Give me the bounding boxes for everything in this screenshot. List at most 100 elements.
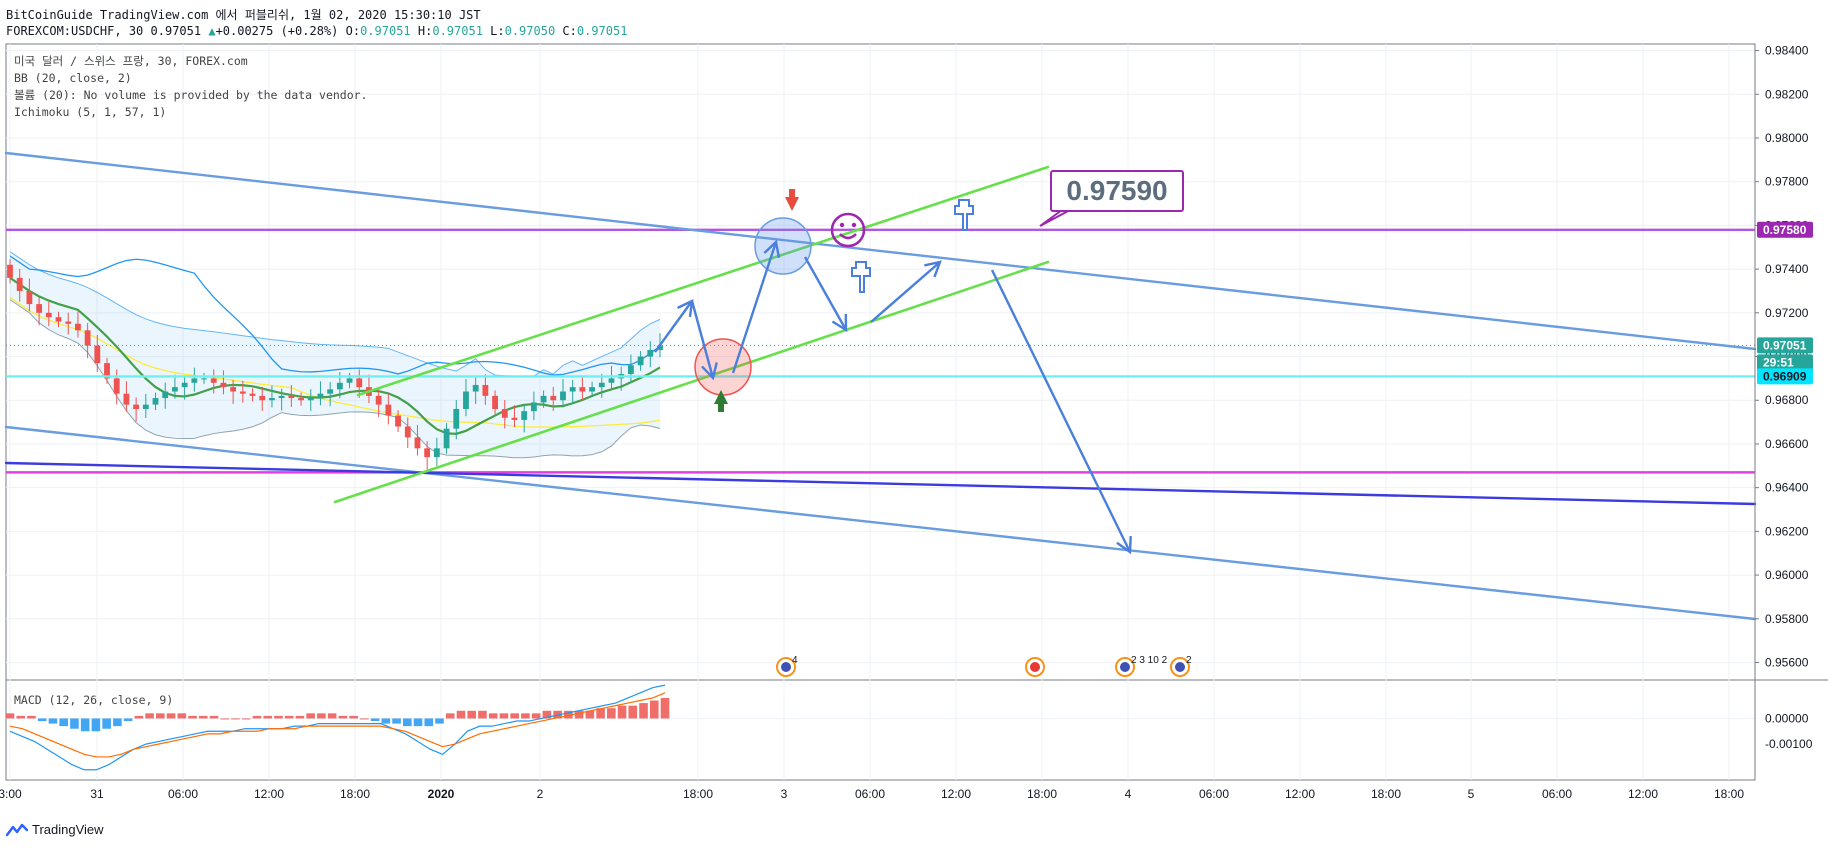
- axes: 3:00 31 06:00 12:00 18:00 2020 2 18:00 3 06:00 12:…: [0, 44, 1813, 801]
- candle-body: [511, 417, 518, 420]
- candle-body: [336, 382, 343, 390]
- macd-histogram-bar: [80, 718, 90, 732]
- symbol-line: FOREXCOM:USDCHF, 30 0.97051 ▲+0.00275 (+…: [6, 24, 627, 38]
- macd-histogram-bar: [284, 715, 294, 719]
- down-marker-stem: [789, 189, 795, 197]
- candle-body: [220, 382, 227, 388]
- ichimoku-lead-line: [9, 296, 661, 428]
- candle-body: [172, 387, 178, 392]
- macd-histogram-bar: [198, 715, 208, 719]
- candle-body: [385, 404, 392, 416]
- candle-body: [424, 448, 431, 458]
- footer-brand: TradingView: [32, 822, 104, 837]
- up-marker-stem: [718, 404, 724, 412]
- macd-histogram-bar: [188, 715, 197, 719]
- candle-body: [269, 398, 275, 401]
- x-tick-label: 18:00: [1371, 787, 1401, 801]
- macd-histogram-bar: [649, 700, 659, 719]
- x-tick-label: 4: [1125, 787, 1132, 801]
- y-tick-label: 0.96000: [1765, 568, 1809, 582]
- y-tick-label: 0.96400: [1765, 481, 1809, 495]
- hand-shape: [954, 199, 974, 231]
- macd-histogram-bar: [16, 715, 26, 719]
- y-tick-label: 0.98400: [1765, 44, 1809, 58]
- y-tick-label: 0.95600: [1765, 656, 1809, 670]
- candle-body: [414, 437, 421, 449]
- macd-histogram-bar: [220, 718, 230, 720]
- x-tick-label: 2020: [428, 787, 455, 801]
- legend-macd: MACD (12, 26, close, 9): [14, 693, 174, 707]
- path-arrow-4: [803, 256, 848, 331]
- candle-body: [463, 391, 469, 409]
- candle-body: [356, 378, 363, 388]
- candle-body: [239, 391, 246, 394]
- y-tick-label: 0.96200: [1765, 524, 1809, 538]
- legend: 미국 달러 / 스위스 프랑, 30, FOREX.com BB (20, cl…: [14, 53, 368, 121]
- macd-line: [9, 684, 666, 771]
- macd-histogram-bar: [145, 713, 154, 719]
- macd-histogram-bar: [424, 718, 434, 727]
- candle-body: [540, 395, 547, 403]
- legend-volume: 볼륨 (20): No volume is provided by the da…: [14, 88, 368, 102]
- x-tick-label: 12:00: [941, 787, 971, 801]
- x-tick-label: 06:00: [1542, 787, 1572, 801]
- low-value: 0.97050: [504, 24, 556, 38]
- macd-histogram-bar: [113, 718, 122, 727]
- candle-body: [579, 387, 586, 392]
- y-tick-label: 0.97800: [1765, 175, 1809, 189]
- candle-body: [482, 384, 489, 396]
- event-flag-icon: [1120, 662, 1130, 672]
- price-callout[interactable]: 0.97590: [1050, 170, 1184, 212]
- publish-line: BitCoinGuide TradingView.com 에서 퍼블리쉬, 1월…: [6, 8, 481, 22]
- low-label: L:: [490, 24, 505, 38]
- macd-histogram-bar: [456, 710, 466, 719]
- candle-body: [7, 264, 13, 278]
- macd-histogram-bar: [639, 703, 648, 719]
- macd-histogram-bar: [27, 715, 36, 719]
- ichimoku-base-line: [9, 276, 661, 435]
- candle-body: [395, 415, 401, 427]
- macd-histogram-bar: [392, 718, 401, 724]
- candle-body: [637, 356, 644, 366]
- x-tick-label: 12:00: [254, 787, 284, 801]
- candle-body: [75, 323, 81, 331]
- x-tick-label: 31: [90, 787, 104, 801]
- y-tick-label: 0.96600: [1765, 437, 1809, 451]
- candle-body: [346, 378, 353, 383]
- macd-histogram-bar: [274, 715, 283, 719]
- macd-histogram-bar: [564, 710, 573, 719]
- candle-body: [472, 384, 479, 392]
- macd-histogram-bar: [510, 713, 519, 719]
- up-arrow-icon: ▲: [208, 24, 216, 38]
- macd-histogram-bar: [70, 718, 79, 729]
- candle-body: [201, 378, 207, 380]
- open-label: O:: [345, 24, 361, 38]
- macd-histogram-bar: [59, 718, 68, 727]
- last-price: 0.97051: [150, 24, 202, 38]
- x-tick-label: 06:00: [168, 787, 198, 801]
- macd-histogram-bar: [467, 710, 477, 719]
- change: +0.00275 (+0.28%): [215, 24, 339, 38]
- path-arrow-4-head: [831, 313, 848, 333]
- green-channel-upper: [356, 165, 1050, 397]
- high-label: H:: [417, 24, 433, 38]
- drawings-back: [9, 251, 661, 459]
- smiley-eye: [839, 222, 845, 228]
- macd-histogram-bar: [48, 718, 58, 724]
- candle-body: [249, 393, 256, 396]
- candle-body: [521, 411, 528, 420]
- candle-body: [55, 317, 62, 322]
- macd-histogram-bar: [628, 705, 638, 719]
- price-tag-text-timer: 29:51: [1763, 355, 1794, 369]
- candle-body: [123, 393, 130, 405]
- x-tick-label: 18:00: [340, 787, 370, 801]
- candle-body: [589, 387, 595, 392]
- x-tick-label: 18:00: [1027, 787, 1057, 801]
- event-flag-icon: [1030, 662, 1040, 672]
- macd-histogram-bar: [166, 713, 176, 719]
- macd-histogram-bar: [445, 713, 455, 719]
- candle-body: [647, 349, 654, 357]
- event-flag-icon: [1175, 662, 1185, 672]
- hand-shape: [851, 261, 871, 293]
